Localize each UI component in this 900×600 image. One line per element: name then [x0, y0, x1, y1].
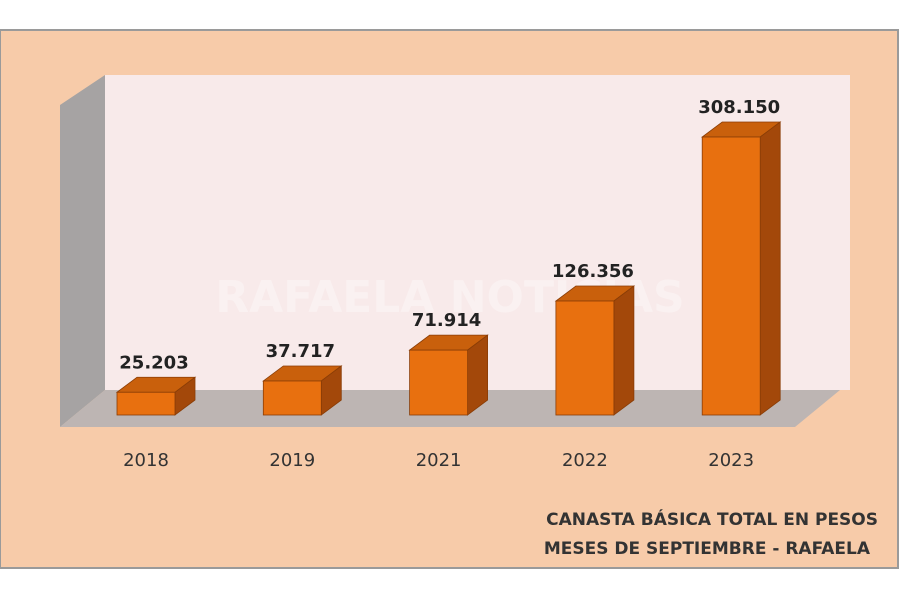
data-label: 308.150 [698, 97, 780, 118]
back-wall [105, 75, 850, 390]
bar [262, 380, 322, 416]
data-label: 37.717 [266, 341, 335, 362]
bar [409, 349, 469, 416]
bar [701, 136, 761, 416]
data-label: 71.914 [412, 310, 481, 331]
x-tick-label: 2022 [562, 450, 608, 471]
x-tick-label: 2023 [708, 450, 754, 471]
bar [116, 391, 176, 416]
side-wall [60, 75, 105, 427]
x-tick-label: 2019 [269, 450, 315, 471]
data-label: 126.356 [552, 261, 634, 282]
bar-side [759, 121, 781, 416]
x-tick-label: 2018 [123, 450, 169, 471]
x-tick-label: 2021 [416, 450, 462, 471]
chart-title: CANASTA BÁSICA TOTAL EN PESOS [546, 508, 878, 530]
data-label: 25.203 [119, 352, 188, 373]
bar [555, 300, 615, 416]
chart-subtitle: MESES DE SEPTIEMBRE - RAFAELA [544, 539, 871, 559]
bar-side [613, 285, 635, 416]
